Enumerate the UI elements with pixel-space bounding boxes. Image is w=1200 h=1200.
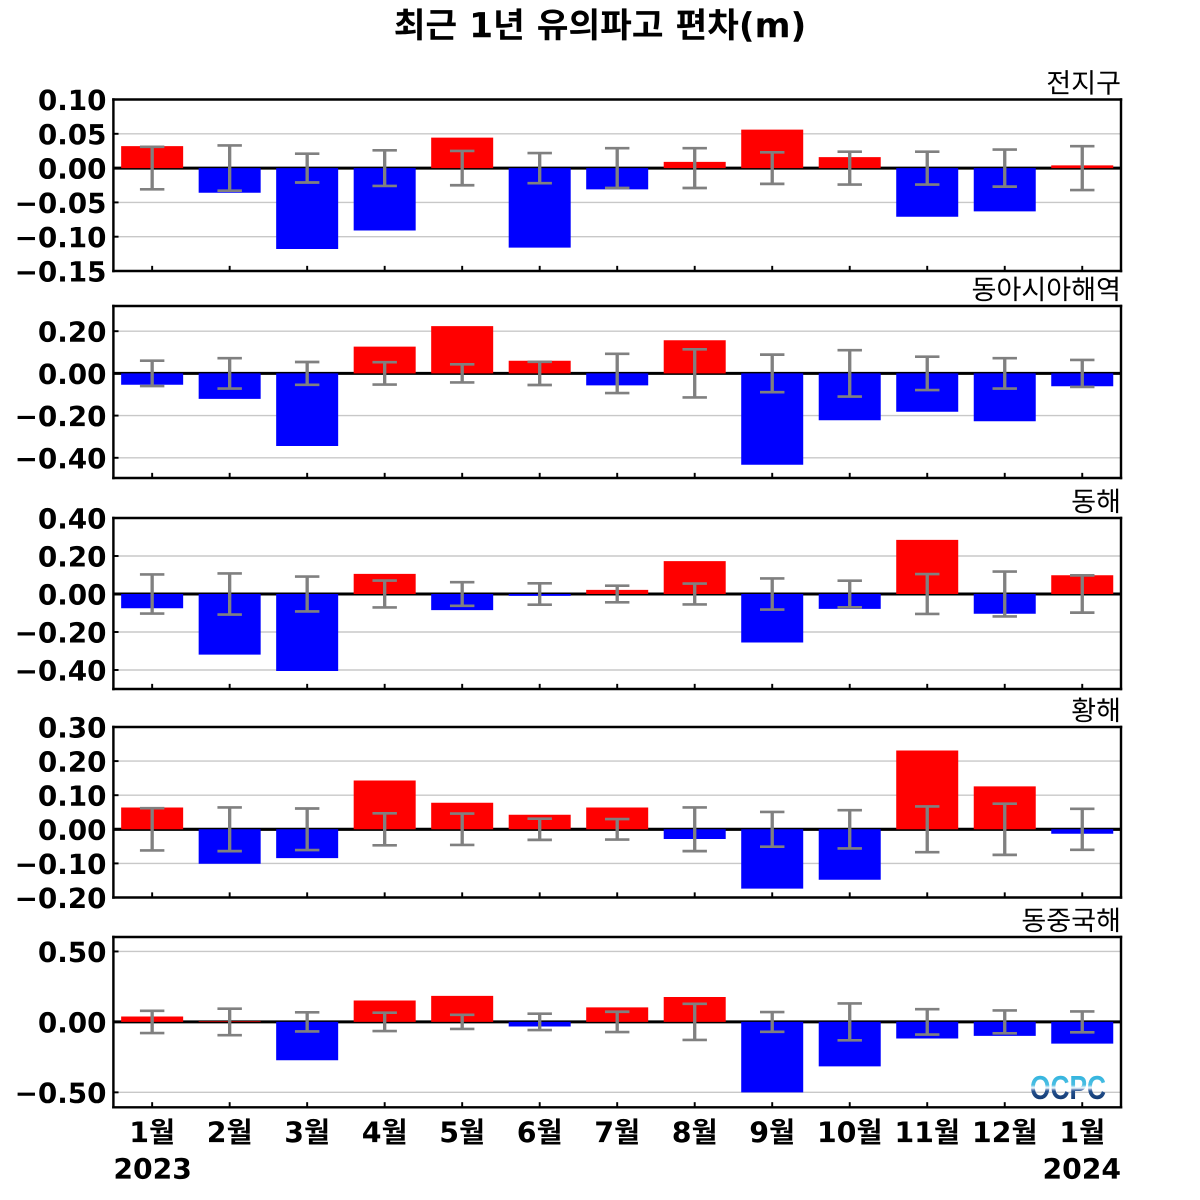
svg-text:OCPC: OCPC (1030, 1070, 1106, 1107)
